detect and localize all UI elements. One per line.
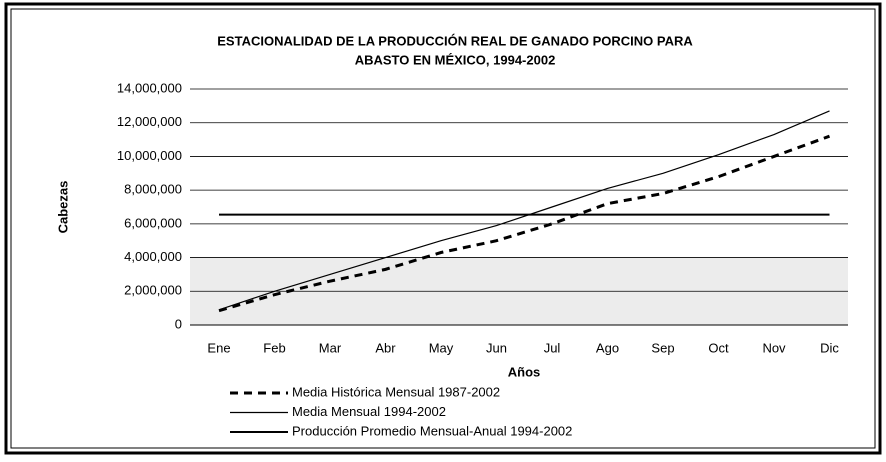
chart-title: ABASTO EN MÉXICO, 1994-2002: [355, 52, 556, 67]
x-tick-label: May: [429, 340, 454, 355]
x-tick-label: Abr: [375, 340, 396, 355]
y-tick-label: 6,000,000: [124, 215, 182, 230]
outer-frame: [4, 2, 882, 455]
x-tick-label: Jun: [486, 340, 507, 355]
x-tick-label: Jul: [544, 340, 561, 355]
series-line: [218, 110, 830, 311]
chart-title: ESTACIONALIDAD DE LA PRODUCCIÓN REAL DE …: [217, 33, 693, 48]
x-tick-label: Sep: [651, 340, 674, 355]
y-tick-label: 12,000,000: [117, 114, 182, 129]
y-tick-label: 0: [175, 316, 182, 331]
legend-label: Media Mensual 1994-2002: [292, 404, 446, 419]
y-tick-label: 10,000,000: [117, 148, 182, 163]
y-tick-label: 2,000,000: [124, 283, 182, 298]
x-tick-label: Oct: [708, 340, 729, 355]
y-tick-label: 14,000,000: [117, 80, 182, 95]
y-tick-label: 4,000,000: [124, 249, 182, 264]
y-axis-label: Cabezas: [55, 181, 70, 234]
x-tick-label: Nov: [762, 340, 786, 355]
legend-label: Producción Promedio Mensual-Anual 1994-2…: [292, 423, 572, 438]
series-line: [218, 134, 831, 313]
x-axis-label: Años: [508, 364, 541, 379]
x-tick-label: Feb: [263, 340, 285, 355]
x-tick-label: Ago: [596, 340, 619, 355]
y-tick-label: 8,000,000: [124, 182, 182, 197]
inner-frame: [10, 8, 876, 449]
legend-label: Media Histórica Mensual 1987-2002: [292, 384, 500, 399]
x-tick-label: Dic: [820, 340, 839, 355]
x-tick-label: Ene: [207, 340, 230, 355]
x-tick-label: Mar: [319, 340, 342, 355]
